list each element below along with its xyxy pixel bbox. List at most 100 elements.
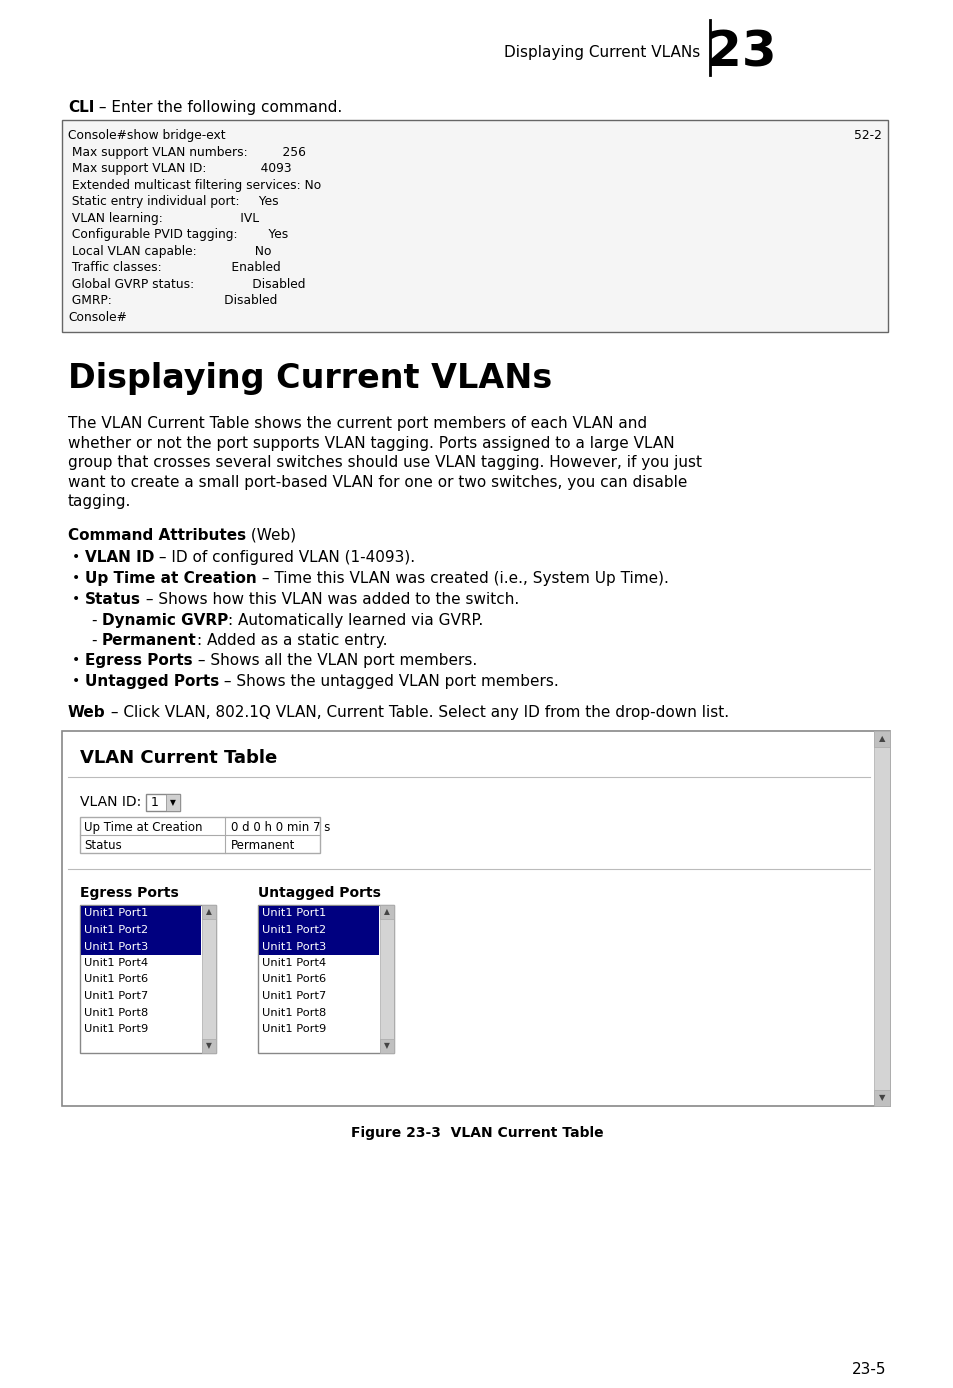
- Bar: [257, 905, 394, 1052]
- Text: Dynamic GVRP: Dynamic GVRP: [102, 612, 228, 627]
- Text: – Shows how this VLAN was added to the switch.: – Shows how this VLAN was added to the s…: [141, 591, 518, 607]
- Text: Command Attributes: Command Attributes: [68, 527, 246, 543]
- Bar: [146, 794, 180, 811]
- Bar: [202, 905, 215, 1052]
- Text: VLAN ID: VLAN ID: [85, 550, 154, 565]
- Text: Unit1 Port1: Unit1 Port1: [262, 909, 326, 919]
- Text: Status: Status: [85, 591, 141, 607]
- Text: ▼: ▼: [170, 798, 175, 806]
- Text: Unit1 Port9: Unit1 Port9: [262, 1024, 326, 1034]
- Text: •: •: [71, 570, 80, 584]
- Bar: [202, 905, 215, 919]
- Text: group that crosses several switches should use VLAN tagging. However, if you jus: group that crosses several switches shou…: [68, 455, 701, 471]
- Text: 52-2: 52-2: [853, 129, 882, 142]
- Bar: [81, 922, 201, 938]
- Text: Unit1 Port8: Unit1 Port8: [262, 1008, 326, 1017]
- Text: Configurable PVID tagging:        Yes: Configurable PVID tagging: Yes: [68, 228, 288, 242]
- Text: Status: Status: [84, 838, 122, 851]
- Text: -: -: [91, 633, 102, 647]
- Bar: [258, 922, 378, 938]
- Text: Unit1 Port6: Unit1 Port6: [84, 974, 148, 984]
- Text: Displaying Current VLANs: Displaying Current VLANs: [503, 44, 700, 60]
- Text: VLAN Current Table: VLAN Current Table: [80, 748, 277, 766]
- Bar: [258, 905, 378, 922]
- Text: The VLAN Current Table shows the current port members of each VLAN and: The VLAN Current Table shows the current…: [68, 416, 646, 432]
- Text: (Web): (Web): [246, 527, 296, 543]
- Text: Unit1 Port6: Unit1 Port6: [262, 974, 326, 984]
- Text: – Click VLAN, 802.1Q VLAN, Current Table. Select any ID from the drop-down list.: – Click VLAN, 802.1Q VLAN, Current Table…: [106, 705, 728, 719]
- Text: 23-5: 23-5: [851, 1362, 885, 1377]
- Bar: [62, 119, 887, 332]
- Bar: [873, 1090, 889, 1105]
- Text: Unit1 Port7: Unit1 Port7: [262, 991, 326, 1001]
- Bar: [81, 938, 201, 955]
- Bar: [379, 905, 394, 1052]
- Bar: [81, 905, 201, 922]
- Text: Untagged Ports: Untagged Ports: [257, 887, 380, 901]
- Text: Unit1 Port1: Unit1 Port1: [84, 909, 148, 919]
- Text: ▲: ▲: [384, 906, 390, 916]
- Text: want to create a small port-based VLAN for one or two switches, you can disable: want to create a small port-based VLAN f…: [68, 475, 687, 490]
- Bar: [80, 816, 319, 852]
- Bar: [873, 730, 889, 747]
- Text: Untagged Ports: Untagged Ports: [85, 673, 219, 688]
- Text: Figure 23-3  VLAN Current Table: Figure 23-3 VLAN Current Table: [351, 1126, 602, 1140]
- Bar: [873, 730, 889, 1105]
- Text: ▲: ▲: [878, 734, 884, 743]
- Text: whether or not the port supports VLAN tagging. Ports assigned to a large VLAN: whether or not the port supports VLAN ta…: [68, 436, 674, 451]
- Text: 1: 1: [151, 795, 159, 809]
- Bar: [166, 794, 180, 811]
- Text: Unit1 Port2: Unit1 Port2: [262, 924, 326, 936]
- Bar: [202, 1038, 215, 1052]
- Text: tagging.: tagging.: [68, 494, 132, 509]
- Text: – Enter the following command.: – Enter the following command.: [94, 100, 342, 115]
- Text: Web: Web: [68, 705, 106, 719]
- Text: Global GVRP status:               Disabled: Global GVRP status: Disabled: [68, 278, 305, 290]
- Text: Unit1 Port3: Unit1 Port3: [84, 941, 148, 952]
- Text: Max support VLAN numbers:         256: Max support VLAN numbers: 256: [68, 146, 306, 158]
- Text: Unit1 Port8: Unit1 Port8: [84, 1008, 148, 1017]
- Text: Static entry individual port:     Yes: Static entry individual port: Yes: [68, 194, 278, 208]
- Text: Permanent: Permanent: [102, 633, 196, 647]
- Bar: [379, 1038, 394, 1052]
- Text: VLAN learning:                    IVL: VLAN learning: IVL: [68, 211, 259, 225]
- Text: CLI: CLI: [68, 100, 94, 115]
- Text: Extended multicast filtering services: No: Extended multicast filtering services: N…: [68, 179, 321, 192]
- Text: Unit1 Port7: Unit1 Port7: [84, 991, 148, 1001]
- Text: •: •: [71, 550, 80, 564]
- Text: : Added as a static entry.: : Added as a static entry.: [196, 633, 387, 647]
- Text: 23: 23: [706, 28, 776, 76]
- Text: – Shows the untagged VLAN port members.: – Shows the untagged VLAN port members.: [219, 673, 558, 688]
- Text: Unit1 Port4: Unit1 Port4: [262, 958, 326, 967]
- Bar: [62, 730, 889, 1105]
- Text: Unit1 Port3: Unit1 Port3: [262, 941, 326, 952]
- Bar: [80, 905, 215, 1052]
- Text: Console#: Console#: [68, 311, 127, 323]
- Bar: [379, 905, 394, 919]
- Text: : Automatically learned via GVRP.: : Automatically learned via GVRP.: [228, 612, 483, 627]
- Text: ▼: ▼: [384, 1041, 390, 1049]
- Text: Displaying Current VLANs: Displaying Current VLANs: [68, 362, 552, 396]
- Text: Unit1 Port2: Unit1 Port2: [84, 924, 148, 936]
- Text: Unit1 Port9: Unit1 Port9: [84, 1024, 148, 1034]
- Text: ▼: ▼: [206, 1041, 212, 1049]
- Text: •: •: [71, 673, 80, 687]
- Text: Max support VLAN ID:              4093: Max support VLAN ID: 4093: [68, 162, 292, 175]
- Text: Up Time at Creation: Up Time at Creation: [84, 820, 202, 834]
- Text: Egress Ports: Egress Ports: [85, 652, 193, 668]
- Text: Local VLAN capable:               No: Local VLAN capable: No: [68, 244, 272, 258]
- Text: Egress Ports: Egress Ports: [80, 887, 178, 901]
- Text: ▲: ▲: [206, 906, 212, 916]
- Text: 0 d 0 h 0 min 7 s: 0 d 0 h 0 min 7 s: [231, 820, 330, 834]
- Text: Traffic classes:                  Enabled: Traffic classes: Enabled: [68, 261, 280, 273]
- Text: – ID of configured VLAN (1-4093).: – ID of configured VLAN (1-4093).: [154, 550, 416, 565]
- Text: ▼: ▼: [878, 1092, 884, 1102]
- Text: •: •: [71, 591, 80, 605]
- Bar: [258, 938, 378, 955]
- Text: GMRP:                             Disabled: GMRP: Disabled: [68, 294, 277, 307]
- Text: VLAN ID:: VLAN ID:: [80, 794, 141, 808]
- Text: Console#show bridge-ext: Console#show bridge-ext: [68, 129, 226, 142]
- Text: – Time this VLAN was created (i.e., System Up Time).: – Time this VLAN was created (i.e., Syst…: [256, 570, 668, 586]
- Text: Unit1 Port4: Unit1 Port4: [84, 958, 148, 967]
- Text: – Shows all the VLAN port members.: – Shows all the VLAN port members.: [193, 652, 476, 668]
